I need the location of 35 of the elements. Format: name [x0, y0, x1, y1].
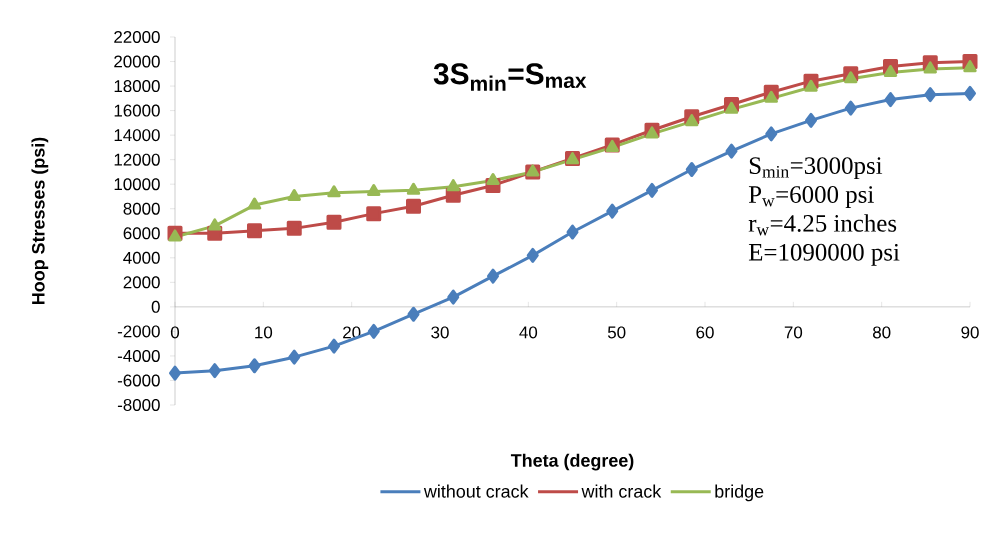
y-tick-label: 2000 [123, 276, 160, 289]
x-tick-label: 30 [431, 326, 449, 339]
legend-label: with crack [581, 484, 662, 498]
y-tick-label: 14000 [114, 129, 160, 142]
y-tick-label: 4000 [123, 251, 160, 264]
y-tick-label: -2000 [117, 325, 160, 338]
x-tick-label: 70 [784, 326, 803, 339]
y-tick-label: 22000 [114, 31, 160, 43]
x-tick-label: 50 [607, 326, 626, 339]
y-tick-label: 6000 [123, 227, 160, 240]
y-tick-label: 12000 [114, 153, 160, 166]
x-tick-label: 90 [961, 326, 979, 339]
x-tick-label: 40 [519, 326, 538, 339]
text: 3S$_{min}$=S$_{max}$ [433, 63, 587, 91]
x-tick-label: 60 [696, 326, 714, 339]
x-tick-label: 0 [170, 326, 180, 339]
x-tick-label: 10 [255, 326, 273, 339]
legend-label: bridge [715, 484, 764, 502]
annotation: E=1090000 psi [748, 243, 900, 266]
y-tick-label: 20000 [114, 55, 160, 68]
x-tick-label: 80 [872, 326, 891, 339]
legend-label: without crack [423, 484, 529, 498]
y-tick-label: 8000 [123, 202, 160, 215]
y-tick-label: 0 [151, 300, 160, 313]
y-tick-label: 10000 [114, 178, 160, 191]
y-tick-label: 18000 [114, 80, 160, 93]
annotation: P$_{w}$=6000 psi [748, 186, 874, 208]
annotation: r$_{w}$=4.25 inches [748, 214, 897, 236]
y-tick-label: -6000 [117, 374, 160, 387]
y-tick-label: -4000 [117, 349, 160, 362]
y-axis-title: Hoop Stresses (psi) [31, 137, 49, 304]
y-tick-label: 16000 [114, 104, 160, 117]
x-axis-title: Theta (degree) [510, 453, 634, 471]
annotation: S$_{min}$=3000psi [749, 157, 883, 180]
y-tick-label: -8000 [117, 399, 160, 411]
